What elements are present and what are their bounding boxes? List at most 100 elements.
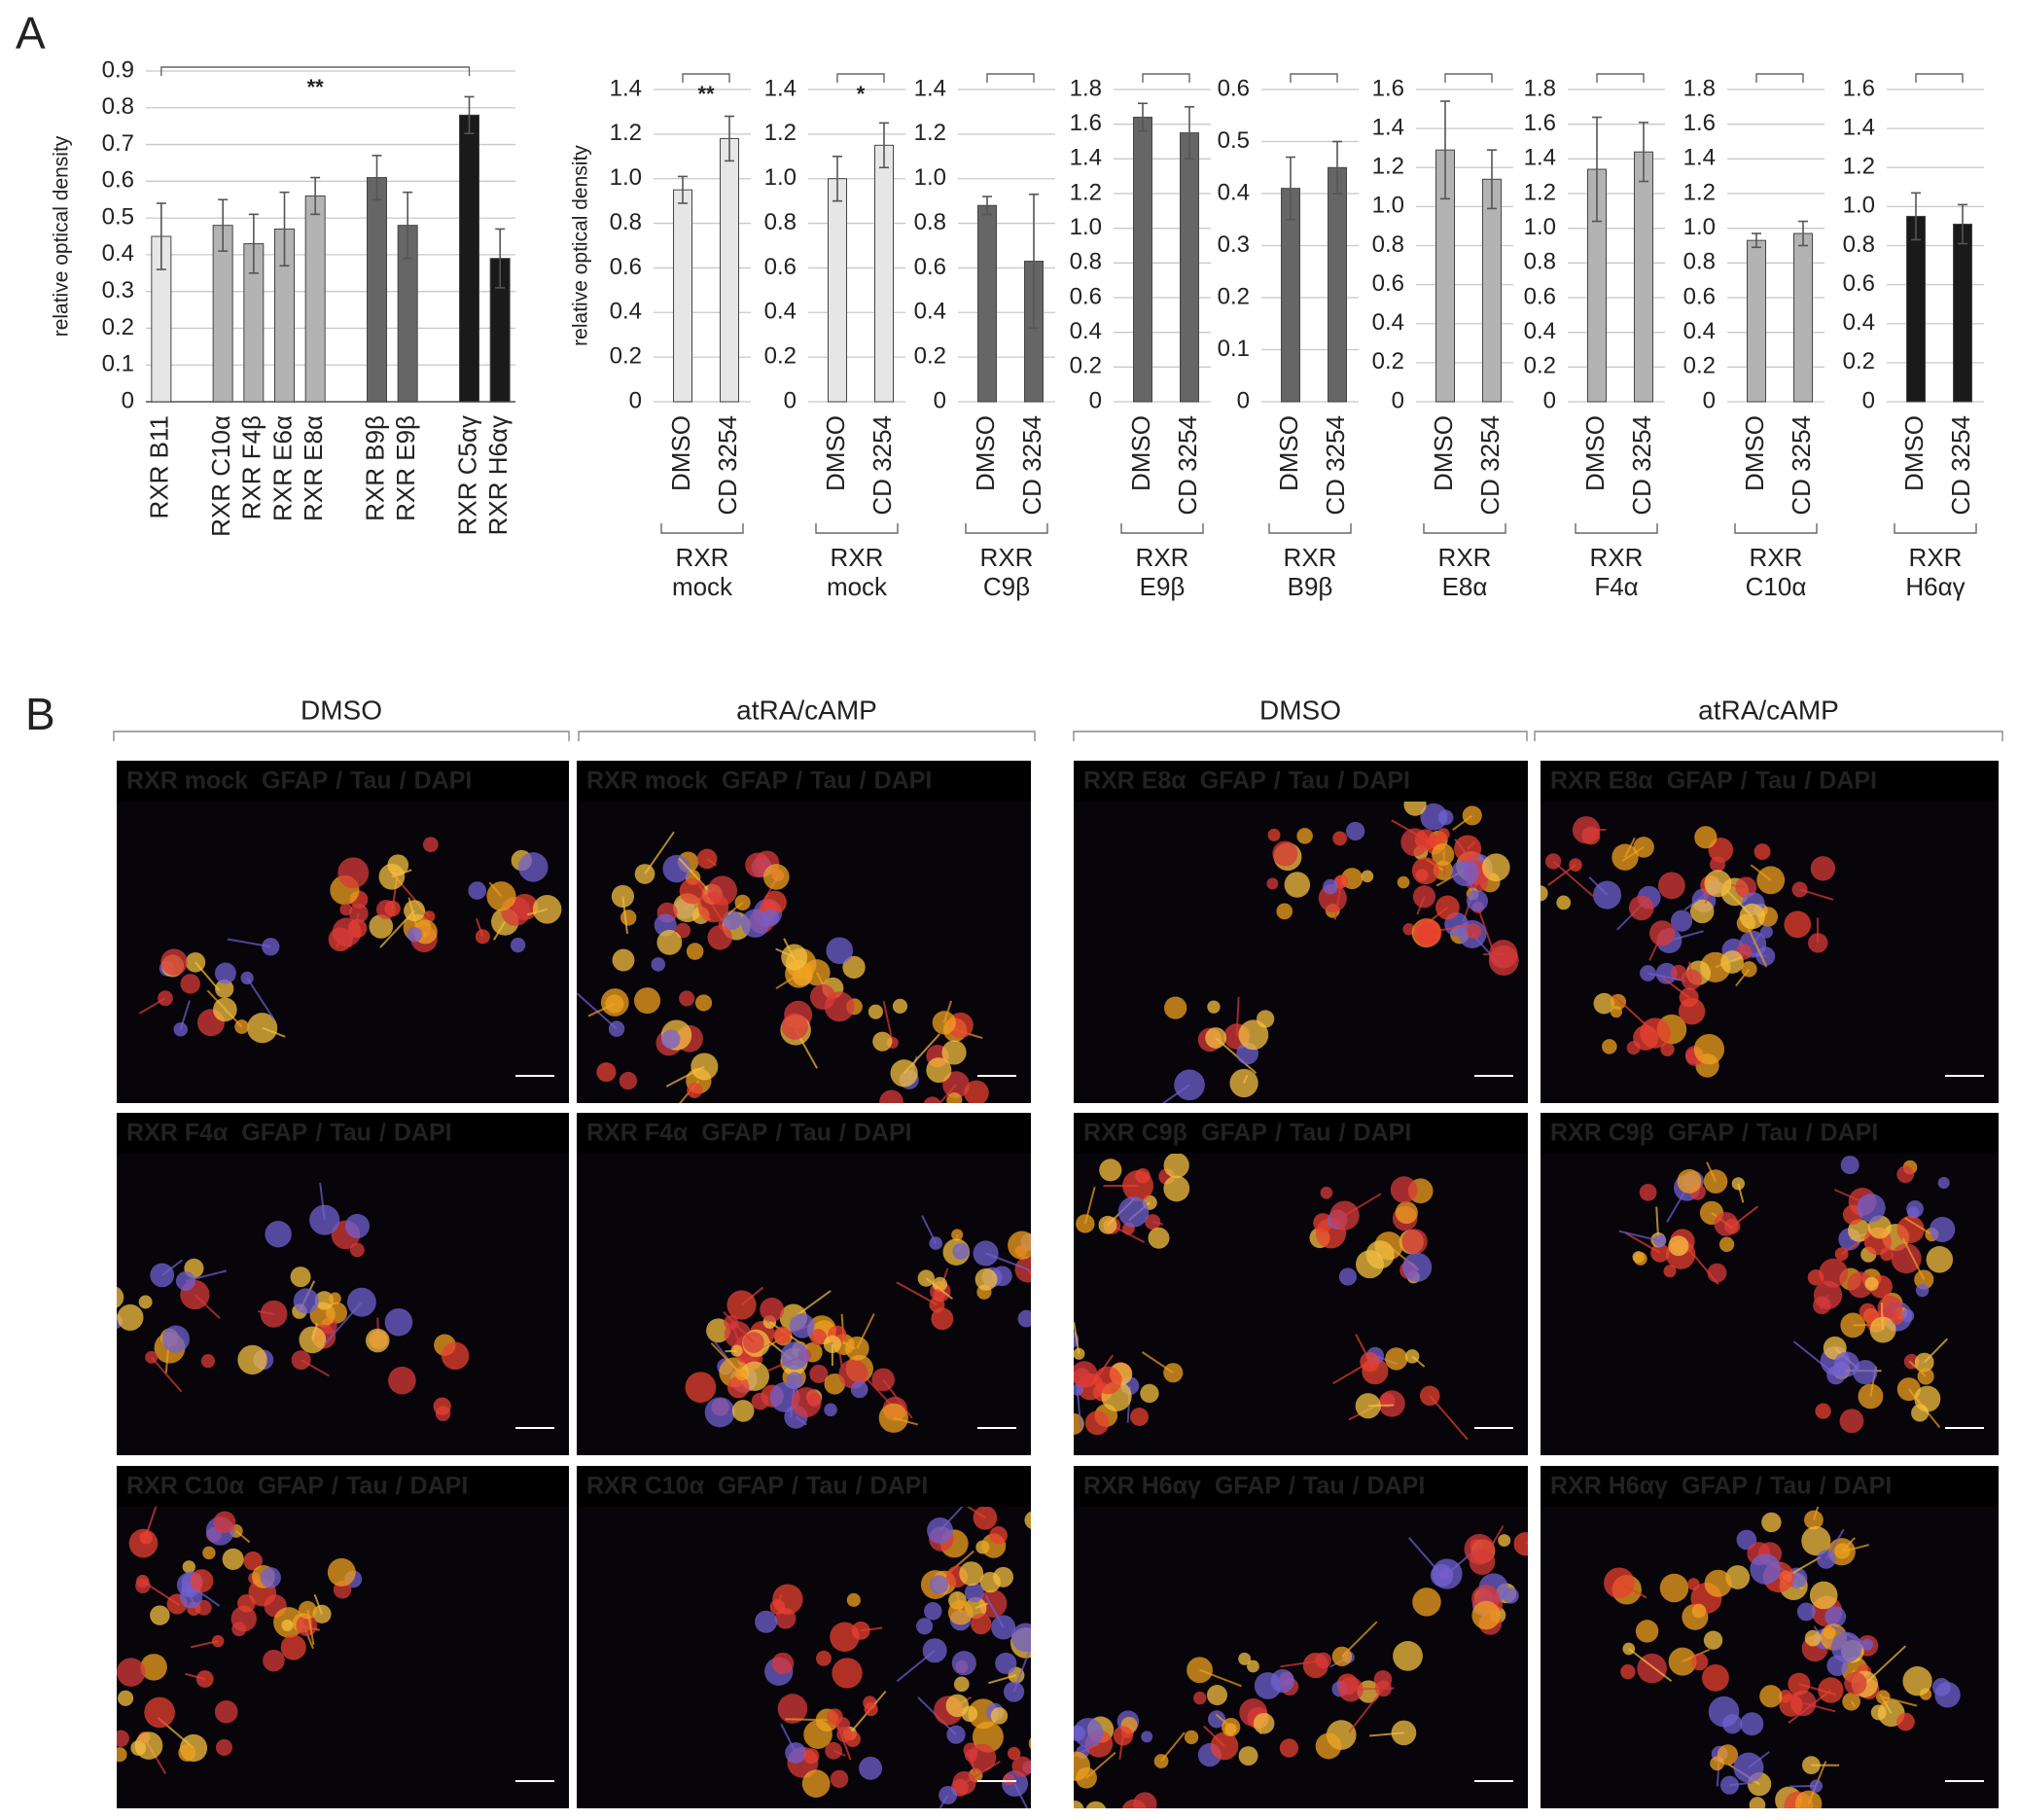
y-tick-label: 1.2: [610, 120, 642, 146]
cell: [1703, 1630, 1723, 1650]
cell: [801, 1769, 831, 1799]
cell: [1602, 1039, 1617, 1054]
cell: [989, 1526, 1008, 1545]
significance-label: *: [857, 82, 866, 106]
neurite: [939, 1794, 949, 1808]
cell: [1024, 1511, 1031, 1529]
neurite: [955, 1591, 962, 1613]
cell: [675, 922, 691, 939]
cell: [1779, 1693, 1803, 1717]
image-label: Tau: [1289, 767, 1330, 795]
micrograph: RXR C10α GFAP / Tau / DAPI: [577, 1466, 1031, 1808]
group-bracket: [1268, 523, 1352, 534]
y-tick-label: 0: [1237, 387, 1250, 413]
cell: [1809, 1779, 1824, 1793]
cell: [1911, 1404, 1930, 1422]
neurite: [379, 910, 415, 948]
image-label: RXR C9β: [1083, 1120, 1187, 1147]
cells: [577, 831, 989, 1103]
cell: [1238, 1652, 1252, 1665]
group-bracket: [1120, 523, 1204, 534]
y-tick-label: 1.4: [1683, 145, 1716, 171]
significance-bracket: [1142, 73, 1190, 83]
y-tick-label: 1.6: [1524, 110, 1556, 136]
cell: [953, 1676, 970, 1693]
cell: [834, 1717, 851, 1732]
cell: [952, 1242, 970, 1260]
cell: [892, 998, 908, 1014]
cell: [951, 1651, 976, 1676]
neurite: [1904, 1217, 1932, 1235]
group-label: RXR: [1438, 543, 1492, 572]
cell: [679, 990, 695, 1007]
cell: [1411, 857, 1439, 885]
neurite: [1215, 1713, 1232, 1729]
column-header: DMSO: [301, 695, 382, 725]
cell: [959, 1561, 984, 1587]
bar: [1793, 232, 1813, 403]
cell: [1704, 870, 1732, 898]
neurite: [488, 881, 503, 897]
neurite: [1203, 1725, 1225, 1747]
image-label: /: [1804, 767, 1811, 795]
cell: [215, 1738, 232, 1757]
bar: [874, 144, 894, 403]
y-tick-label: 0.2: [914, 342, 946, 369]
image-label: /: [1806, 1120, 1813, 1147]
neurite: [319, 1182, 326, 1221]
neurite: [925, 1277, 953, 1301]
bar: [1634, 151, 1653, 403]
cell: [755, 1610, 778, 1633]
neurite: [864, 1375, 897, 1410]
cell: [879, 1089, 903, 1103]
y-tick-label: 1.0: [1683, 214, 1716, 240]
cell: [809, 1364, 829, 1383]
image-label: DAPI: [414, 767, 473, 795]
cell: [1891, 1243, 1922, 1274]
image-label: GFAP: [258, 1473, 324, 1500]
cell: [844, 1336, 869, 1361]
image-label: /: [775, 1120, 782, 1147]
cell: [1707, 1263, 1727, 1283]
neurite: [1332, 1361, 1370, 1385]
cell: [1208, 1710, 1226, 1729]
cell: [1593, 992, 1615, 1015]
image-title-bar: [117, 761, 569, 802]
neurite: [1799, 888, 1834, 901]
cell: [1926, 1246, 1954, 1273]
image-label: DAPI: [1354, 1120, 1412, 1147]
neurite: [1820, 1294, 1829, 1310]
neurite: [964, 1760, 1001, 1784]
cell: [1830, 1631, 1862, 1663]
y-tick-label: 0.8: [1843, 232, 1875, 258]
image-label: DAPI: [854, 1120, 912, 1147]
image-label: DAPI: [410, 1473, 469, 1500]
y-tick-label: 1.0: [1070, 214, 1102, 240]
image-label: GFAP: [1667, 767, 1733, 795]
cell: [929, 1575, 949, 1594]
neurite: [893, 1416, 919, 1426]
cell: [1753, 843, 1771, 861]
cell: [1677, 1168, 1702, 1194]
cell: [1174, 1069, 1205, 1101]
y-tick-label: 1.6: [1372, 75, 1404, 101]
cell: [200, 1354, 216, 1369]
y-axis-title: relative optical density: [570, 145, 592, 346]
cell: [1014, 1256, 1031, 1283]
cell: [1937, 1176, 1950, 1190]
bar: [304, 195, 326, 403]
neurite: [1547, 864, 1576, 886]
bar: [720, 137, 739, 403]
image-label: /: [1820, 1473, 1826, 1500]
y-tick-label: 0.5: [102, 203, 134, 230]
cell: [144, 1696, 175, 1729]
cell: [926, 1057, 952, 1084]
cell: [685, 1372, 717, 1404]
y-tick-label: 1.2: [1070, 179, 1102, 205]
cells: [138, 837, 562, 1044]
neurite: [1706, 1161, 1717, 1182]
image-label: /: [860, 767, 867, 795]
y-tick-label: 0.8: [102, 93, 134, 120]
cell: [740, 909, 770, 938]
image-label: GFAP: [722, 767, 788, 795]
